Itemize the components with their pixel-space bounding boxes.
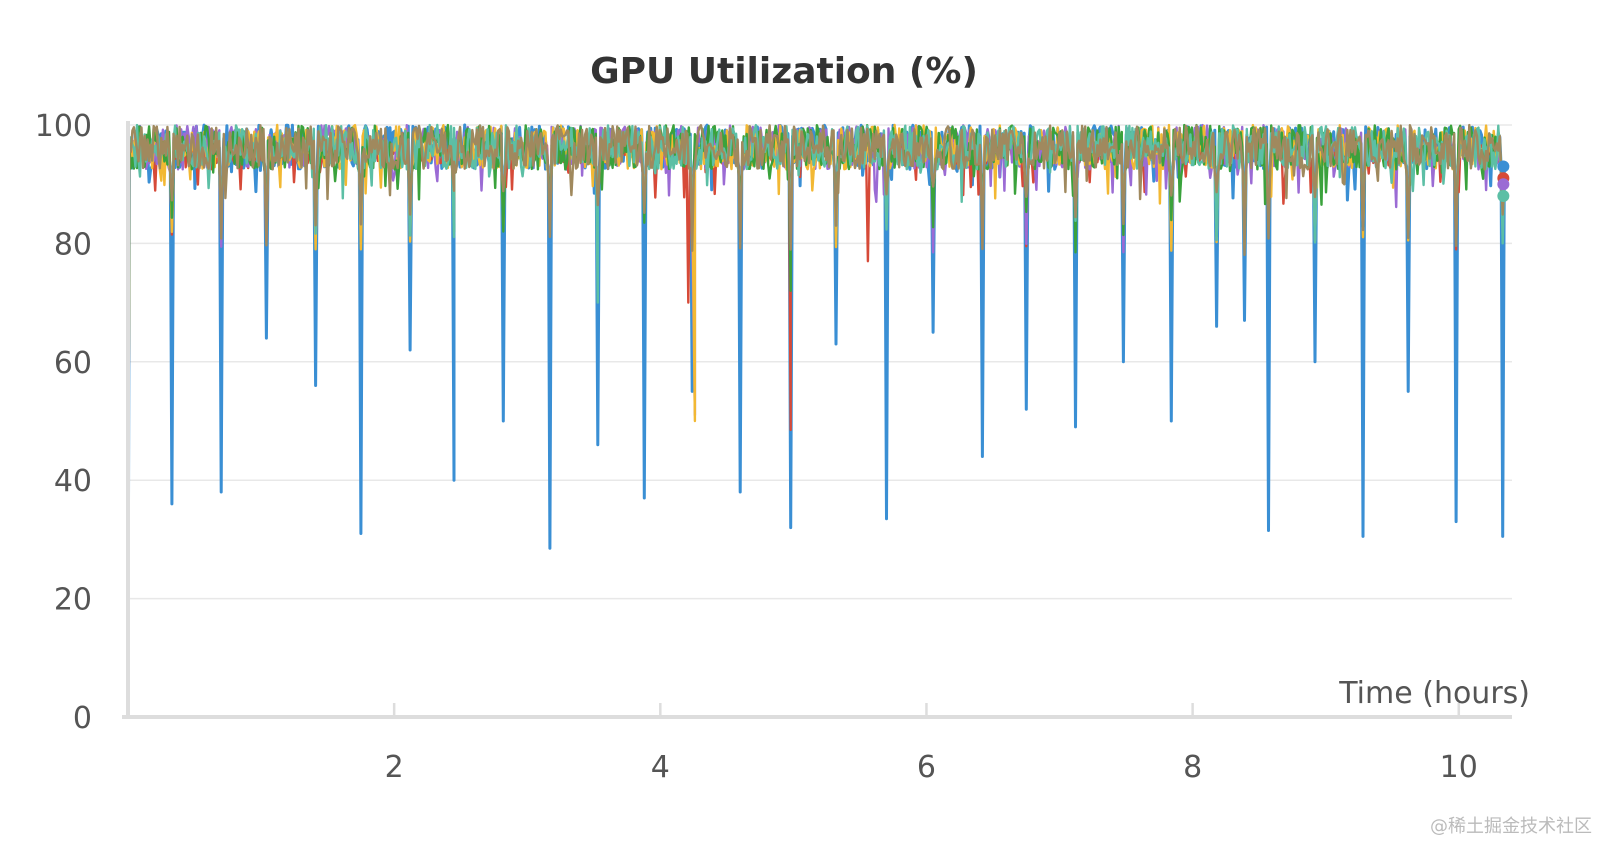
x-tick-label: 6	[917, 750, 936, 785]
series-line	[126, 123, 1506, 718]
y-tick-label: 80	[54, 227, 92, 262]
x-tick-label: 8	[1183, 750, 1202, 785]
series-line	[126, 123, 1506, 718]
y-tick-label: 60	[54, 346, 92, 381]
y-tick-label: 0	[73, 701, 92, 736]
y-tick-label: 20	[54, 583, 92, 618]
y-tick-label: 100	[35, 109, 92, 144]
x-tick-label: 2	[385, 750, 404, 785]
series-line	[126, 123, 1506, 718]
series-line	[126, 141, 1506, 718]
series-end-marker	[1497, 160, 1510, 173]
series-end-marker	[1497, 190, 1510, 203]
chart-title: GPU Utilization (%)	[590, 51, 978, 92]
series-end-marker	[1497, 178, 1510, 191]
axis-layer: 0 20 40 60 80 100 2 4 6 8 10	[35, 109, 1512, 785]
series-layer	[126, 123, 1510, 718]
y-tick-label: 40	[54, 464, 92, 499]
series-line	[126, 123, 1506, 718]
x-axis-title: Time (hours)	[1338, 676, 1530, 711]
grid-layer	[128, 124, 1512, 600]
watermark-text: @稀土掘金技术社区	[1430, 816, 1592, 837]
x-tick-label: 10	[1440, 750, 1478, 785]
series-line	[126, 123, 1506, 718]
x-tick-label: 4	[651, 750, 670, 785]
series-line	[126, 123, 1506, 718]
